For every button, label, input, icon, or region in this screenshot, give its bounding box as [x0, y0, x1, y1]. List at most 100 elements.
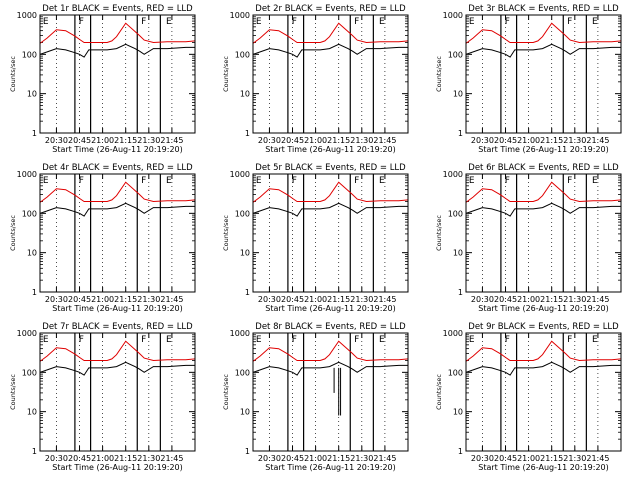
flag-marker-label: F: [292, 176, 297, 186]
chart-panel: Det 9r BLACK = Events, RED = LLD Start Ti…: [435, 322, 622, 472]
y-tick-label: 1000: [230, 11, 250, 20]
x-tick-label: 21:45: [160, 295, 183, 304]
chart-title: Det 5r BLACK = Events, RED = LLD: [255, 163, 406, 173]
x-tick-label: 21:45: [373, 136, 396, 145]
events-series-line: [465, 43, 621, 58]
flag-marker-label: E: [166, 335, 172, 345]
y-tick-label: 100: [235, 209, 250, 218]
x-axis-label: Start Time (26-Aug-11 20:19:20): [52, 463, 183, 472]
x-tick-label: 20:30: [45, 454, 68, 463]
flag-marker-label: E: [43, 335, 49, 345]
flag-marker-label: F: [141, 335, 146, 345]
flag-marker-label: E: [379, 17, 385, 27]
flag-marker-label: E: [256, 335, 262, 345]
x-tick-label: 21:45: [586, 454, 609, 463]
flag-marker-label: F: [354, 17, 359, 27]
plot-frame: [39, 173, 196, 293]
y-tick-label: 100: [448, 50, 463, 59]
y-axis-label: Counts/sec: [435, 56, 443, 92]
chart-title: Det 7r BLACK = Events, RED = LLD: [42, 322, 193, 332]
flag-marker-label: E: [592, 17, 598, 27]
events-series-line: [465, 361, 621, 376]
flag-marker-label: F: [79, 335, 84, 345]
x-tick-label: 20:45: [494, 295, 517, 304]
y-tick-label: 1: [458, 288, 463, 297]
y-tick-label: 1: [32, 288, 37, 297]
flag-marker-label: F: [79, 176, 84, 186]
x-tick-label: 20:30: [258, 454, 281, 463]
y-tick-label: 1: [458, 447, 463, 456]
x-tick-label: 21:00: [304, 454, 327, 463]
x-tick-label: 21:45: [373, 454, 396, 463]
x-tick-label: 21:00: [91, 454, 114, 463]
flag-marker-label: F: [141, 17, 146, 27]
events-series-line: [252, 361, 408, 376]
x-tick-label: 21:15: [327, 136, 350, 145]
lld-series-line: [39, 340, 196, 362]
x-tick-label: 21:30: [350, 295, 373, 304]
chart-panel: Det 1r BLACK = Events, RED = LLD Start Ti…: [9, 4, 196, 154]
y-tick-label: 1000: [17, 329, 37, 338]
y-axis-label: Counts/sec: [222, 56, 230, 92]
y-tick-label: 1: [32, 447, 37, 456]
flag-marker-label: E: [43, 176, 49, 186]
chart-panel: Det 8r BLACK = Events, RED = LLD Start Ti…: [222, 322, 409, 472]
y-tick-label: 1000: [230, 170, 250, 179]
plot-frame: [252, 173, 409, 293]
x-axis-label: Start Time (26-Aug-11 20:19:20): [265, 463, 396, 472]
plot-frame: [39, 14, 196, 134]
y-tick-label: 1000: [17, 11, 37, 20]
x-axis-label: Start Time (26-Aug-11 20:19:20): [52, 304, 183, 313]
y-tick-label: 100: [235, 368, 250, 377]
x-tick-label: 21:15: [114, 454, 137, 463]
y-tick-label: 10: [453, 408, 463, 417]
x-tick-label: 21:45: [160, 454, 183, 463]
x-tick-label: 20:45: [68, 454, 91, 463]
y-tick-label: 10: [240, 249, 250, 258]
y-tick-label: 1: [458, 129, 463, 138]
y-tick-label: 1: [245, 447, 250, 456]
x-tick-label: 21:30: [563, 295, 586, 304]
chart-panel: Det 5r BLACK = Events, RED = LLD Start Ti…: [222, 163, 409, 313]
x-tick-label: 21:00: [91, 295, 114, 304]
flag-marker-label: F: [292, 17, 297, 27]
y-tick-label: 10: [240, 90, 250, 99]
flag-marker-label: F: [79, 17, 84, 27]
y-tick-label: 1: [245, 129, 250, 138]
flag-marker-label: E: [43, 17, 49, 27]
plot-frame: [465, 332, 622, 452]
x-tick-label: 21:15: [540, 454, 563, 463]
x-axis-label: Start Time (26-Aug-11 20:19:20): [478, 145, 609, 154]
flag-marker-label: E: [256, 17, 262, 27]
flag-marker-label: F: [505, 176, 510, 186]
lld-series-line: [252, 181, 409, 203]
x-tick-label: 20:45: [281, 136, 304, 145]
lld-series-line: [252, 340, 409, 362]
y-tick-label: 1000: [230, 329, 250, 338]
x-tick-label: 21:00: [304, 295, 327, 304]
events-series-line: [465, 202, 621, 217]
chart-title: Det 3r BLACK = Events, RED = LLD: [468, 4, 619, 14]
y-tick-label: 1000: [443, 170, 463, 179]
events-series-line: [252, 202, 408, 217]
chart-panel: Det 7r BLACK = Events, RED = LLD Start Ti…: [9, 322, 196, 472]
flag-marker-label: F: [567, 17, 572, 27]
events-series-line: [39, 43, 195, 58]
chart-title: Det 6r BLACK = Events, RED = LLD: [468, 163, 619, 173]
x-tick-label: 21:15: [327, 454, 350, 463]
x-tick-label: 20:30: [258, 136, 281, 145]
y-tick-label: 10: [240, 408, 250, 417]
y-tick-label: 10: [27, 90, 37, 99]
y-tick-label: 1000: [443, 329, 463, 338]
events-series-line: [39, 361, 195, 376]
x-tick-label: 20:30: [258, 295, 281, 304]
y-tick-label: 10: [27, 408, 37, 417]
x-tick-label: 21:45: [160, 136, 183, 145]
x-tick-label: 21:45: [586, 295, 609, 304]
flag-marker-label: F: [567, 176, 572, 186]
x-tick-label: 20:45: [281, 454, 304, 463]
events-series-line: [252, 43, 408, 58]
chart-title: Det 1r BLACK = Events, RED = LLD: [42, 4, 193, 14]
x-axis-label: Start Time (26-Aug-11 20:19:20): [478, 463, 609, 472]
